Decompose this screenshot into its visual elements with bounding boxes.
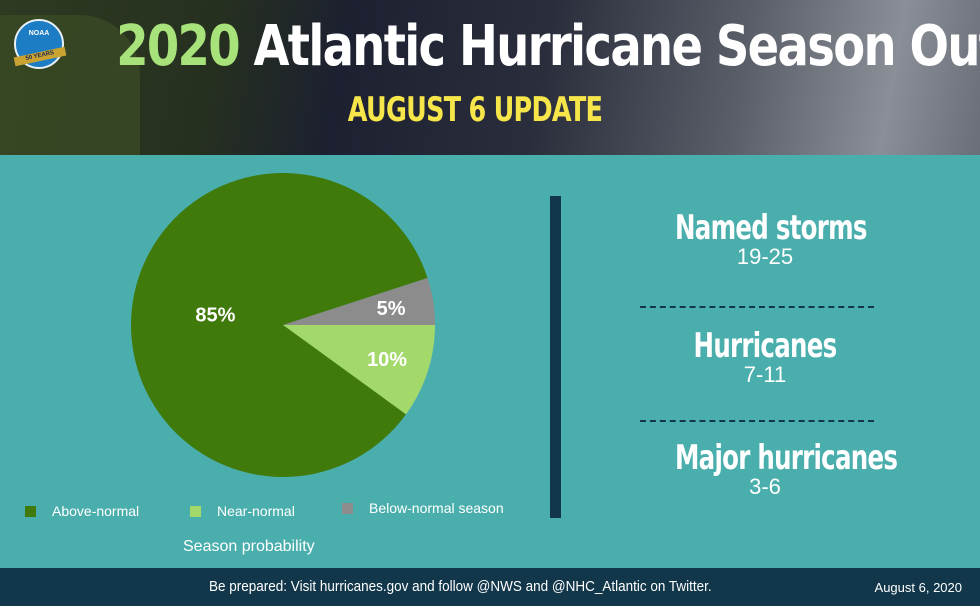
dashed-divider <box>640 306 874 308</box>
dashed-divider <box>640 420 874 422</box>
noaa-logo: NOAA 50 YEARS <box>13 19 67 69</box>
title-year: 2020 <box>116 14 240 79</box>
legend-near-normal: Near-normal <box>190 503 295 519</box>
legend-swatch <box>342 502 353 514</box>
chart-caption: Season probability <box>183 538 315 555</box>
legend-above-normal: Above-normal <box>25 503 139 519</box>
footer-message: Be prepared: Visit hurricanes.gov and fo… <box>209 578 712 595</box>
data-label: 5% <box>377 298 406 320</box>
data-label: 10% <box>367 349 407 371</box>
legend-below-normal: Below-normal season <box>342 500 504 516</box>
slice-near-normal <box>283 325 435 415</box>
slice-below-normal <box>283 278 435 325</box>
stat-label: Named storms <box>675 208 867 248</box>
footer-date: August 6, 2020 <box>874 580 962 595</box>
header-banner: NOAA 50 YEARS 2020 Atlantic Hurricane Se… <box>0 0 980 155</box>
stat-value: 7-11 <box>743 362 787 387</box>
footer: Be prepared: Visit hurricanes.gov and fo… <box>0 568 980 606</box>
legend-swatch <box>190 505 201 517</box>
vertical-divider <box>550 196 561 518</box>
stat-label: Hurricanes <box>693 326 838 366</box>
page-title: 2020 Atlantic Hurricane Season Outlook <box>0 14 980 79</box>
data-label: 85% <box>195 304 235 326</box>
pie-chart: 10% 85% 5% <box>131 173 435 477</box>
legend-label: Above-normal <box>52 503 140 519</box>
stat-label: Major hurricanes <box>675 438 898 478</box>
stat-value: 19-25 <box>736 244 794 269</box>
legend-swatch <box>25 505 36 517</box>
legend-label: Below-normal season <box>369 500 504 516</box>
slice-above-normal <box>131 173 428 477</box>
logo-text: NOAA <box>28 30 50 37</box>
legend-label: Near-normal <box>217 503 295 519</box>
stat-hurricanes: Hurricanes 7-11 <box>640 326 890 388</box>
stat-value: 3-6 <box>749 474 781 499</box>
stat-major-hurricanes: Major hurricanes 3-6 <box>640 438 898 500</box>
stat-named-storms: Named storms 19-25 <box>640 208 890 270</box>
title-text: Atlantic Hurricane Season Outlook <box>253 14 980 79</box>
page-subtitle: AUGUST 6 UPDATE <box>347 90 603 130</box>
